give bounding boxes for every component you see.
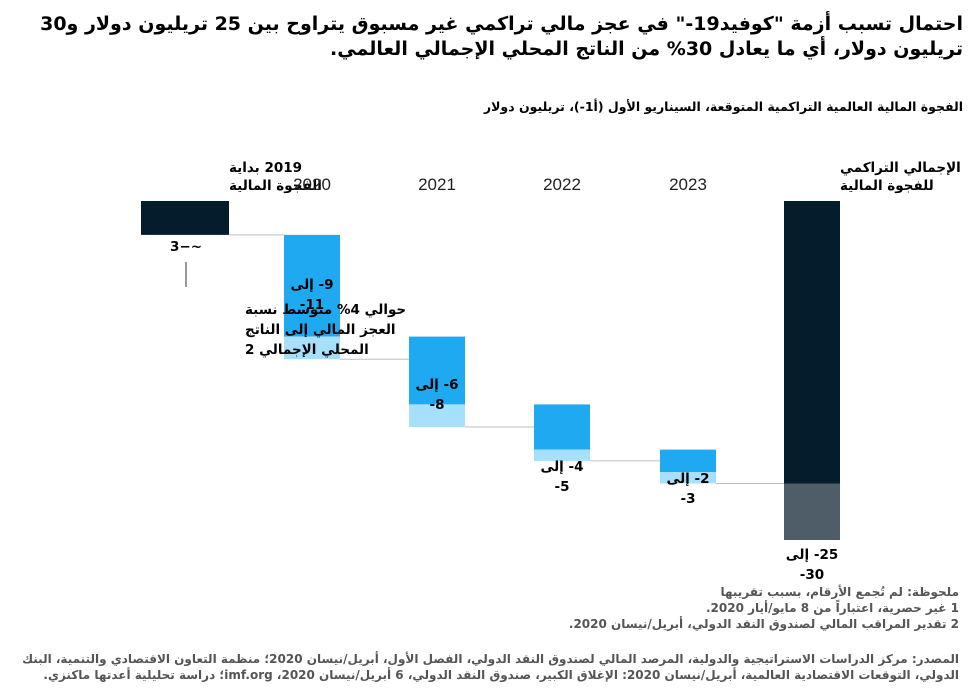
value-label: 25- إلى (786, 547, 838, 563)
category-label: 2021 (418, 175, 456, 194)
chart-title: احتمال تسبب أزمة "كوفيد19-" في عجز مالي … (40, 13, 963, 60)
category-label: 2022 (543, 175, 581, 194)
category-label: 2020 (293, 175, 331, 194)
notes-block: ملحوظة: لم تُجمع الأرقام، بسبب تقريبها 1… (59, 584, 959, 632)
value-label: ~−3 (170, 239, 202, 255)
value-label: 9- إلى (290, 277, 333, 293)
value-label: 4- إلى (540, 459, 583, 475)
category-label: 2019 بداية (229, 160, 302, 176)
value-label: 30- (800, 567, 824, 583)
bar-2020-main (284, 234, 340, 337)
note-text: ملحوظة: لم تُجمع الأرقام، بسبب تقريبها (720, 585, 959, 599)
bar-2019-main (141, 201, 229, 235)
bar-2023-main (660, 449, 716, 473)
annotation-text: حوالي 4% متوسط نسبة (245, 302, 406, 318)
bar-total-range (784, 483, 840, 540)
category-label: الإجمالي التراكمي (840, 160, 961, 176)
category-label: الفجوة المالية (229, 178, 322, 194)
annotation-text: العجز المالي إلى الناتج (245, 322, 396, 338)
value-label: 2- إلى (666, 471, 709, 487)
value-label: 6- إلى (415, 377, 458, 393)
bar-2022-range (534, 449, 590, 461)
bar-2021-range (409, 404, 465, 427)
category-label: للفجوة المالية (840, 178, 934, 194)
source-text: المصدر: مركز الدراسات الاستراتيجية والدو… (22, 652, 959, 682)
value-label: 5- (554, 479, 569, 495)
bar-2022-main (534, 404, 590, 450)
footnote-1: 1 غير حصرية، اعتباراً من 8 مايو/أيار 202… (705, 601, 959, 615)
bar-2023-range (660, 472, 716, 484)
category-label: 2023 (669, 175, 707, 194)
chart-subtitle: الفجوة المالية العالمية التراكمية المتوق… (483, 99, 963, 114)
bar-total-main (784, 201, 840, 484)
value-label: 11- (300, 297, 324, 313)
bar-2021-main (409, 336, 465, 405)
value-label: 3- (680, 491, 695, 507)
value-label: 8- (429, 397, 444, 413)
annotation-text: المحلي الإجمالي 2 (245, 342, 369, 358)
bar-2020-range (284, 336, 340, 360)
footnote-2: 2 تقدير المراقب المالي لصندوق النقد الدو… (568, 617, 959, 631)
